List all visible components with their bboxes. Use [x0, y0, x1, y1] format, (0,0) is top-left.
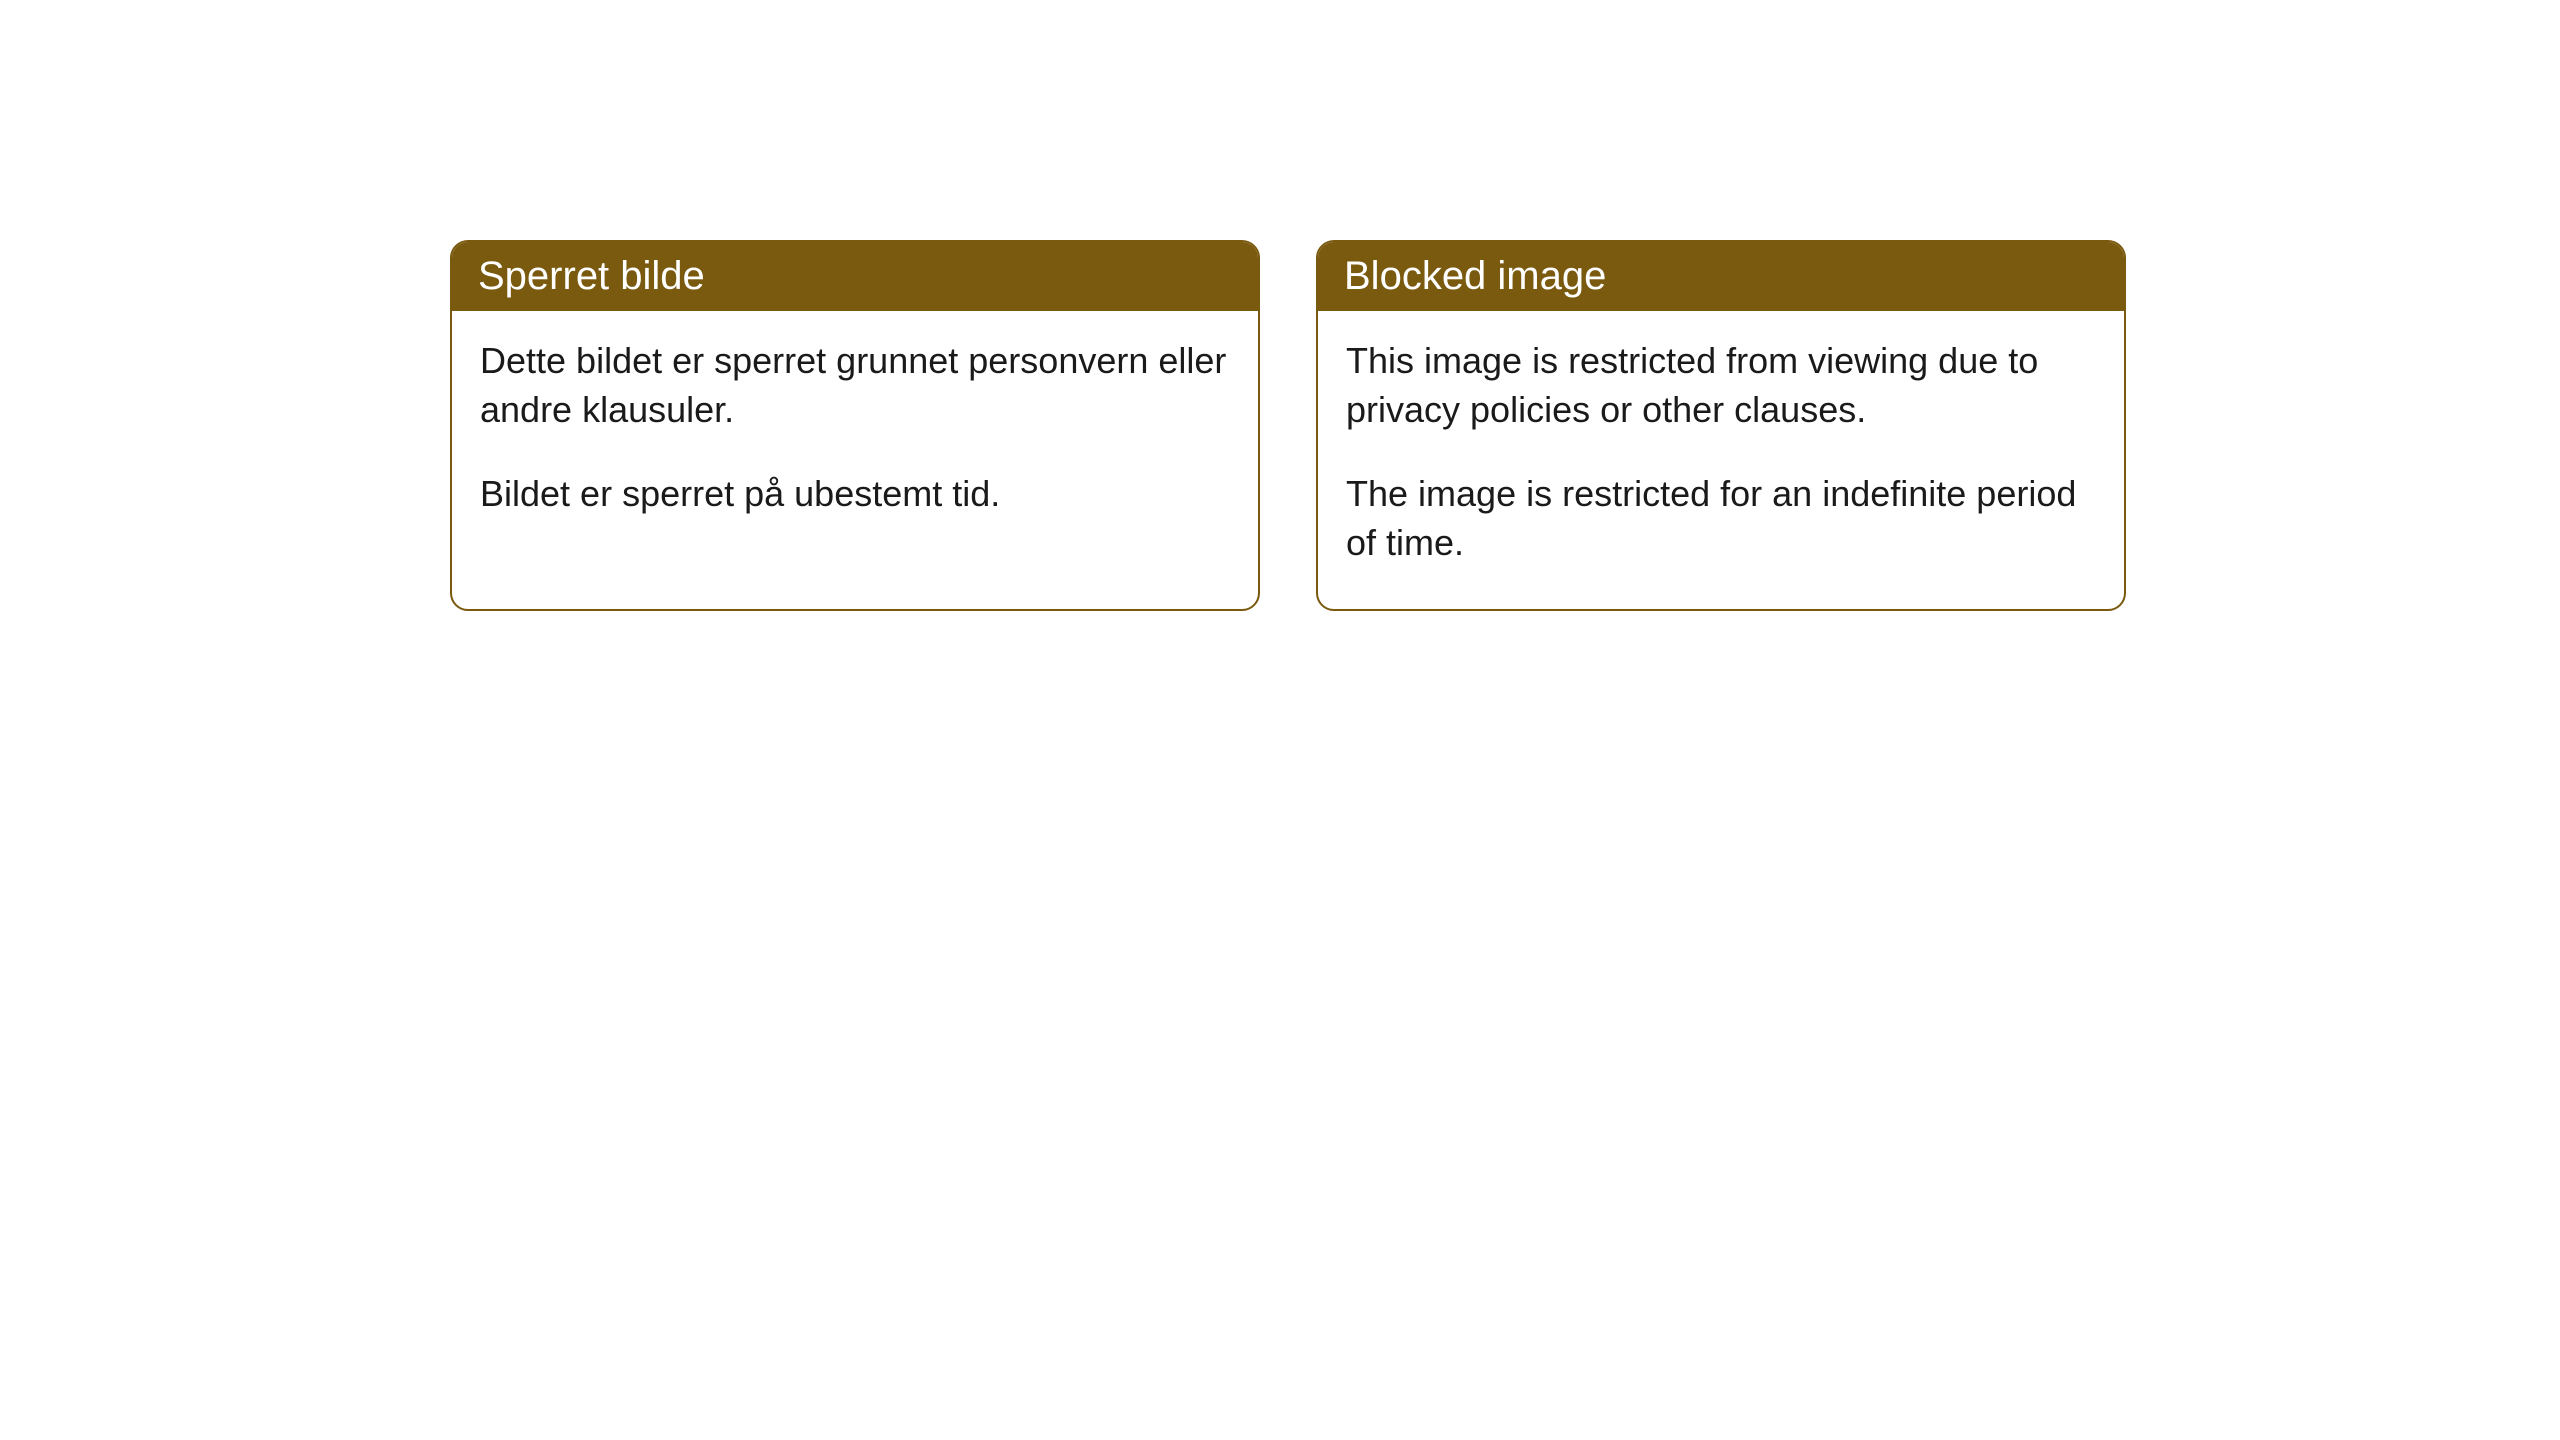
- card-title-norwegian: Sperret bilde: [478, 254, 705, 298]
- card-title-english: Blocked image: [1344, 254, 1606, 298]
- card-paragraph-norwegian-1: Dette bildet er sperret grunnet personve…: [480, 337, 1230, 434]
- card-paragraph-english-2: The image is restricted for an indefinit…: [1346, 470, 2096, 567]
- blocked-image-card-norwegian: Sperret bilde Dette bildet er sperret gr…: [450, 240, 1260, 611]
- card-body-norwegian: Dette bildet er sperret grunnet personve…: [452, 311, 1258, 561]
- card-paragraph-norwegian-2: Bildet er sperret på ubestemt tid.: [480, 470, 1230, 519]
- card-paragraph-english-1: This image is restricted from viewing du…: [1346, 337, 2096, 434]
- card-header-english: Blocked image: [1318, 242, 2124, 311]
- cards-container: Sperret bilde Dette bildet er sperret gr…: [450, 240, 2560, 611]
- card-body-english: This image is restricted from viewing du…: [1318, 311, 2124, 609]
- blocked-image-card-english: Blocked image This image is restricted f…: [1316, 240, 2126, 611]
- card-header-norwegian: Sperret bilde: [452, 242, 1258, 311]
